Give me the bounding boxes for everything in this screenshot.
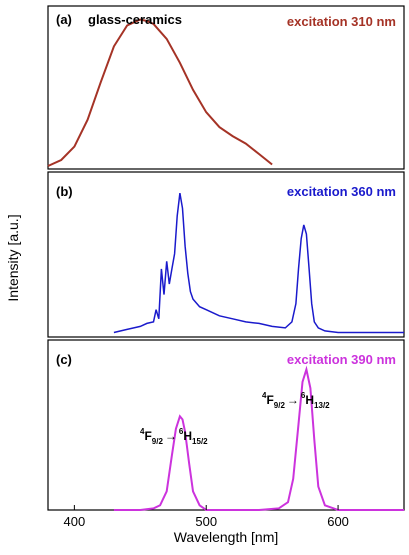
- panel-a-excitation-label: excitation 310 nm: [287, 14, 396, 29]
- panel-c-excitation-label: excitation 390 nm: [287, 352, 396, 367]
- y-axis-label: Intensity [a.u.]: [5, 214, 21, 301]
- series-line-panel-c: [113, 365, 404, 511]
- transition-label-15-2: 4F9/2 → 6H15/2: [140, 427, 208, 446]
- panel-b-label: (b): [56, 184, 73, 199]
- x-tick-label: 400: [64, 514, 86, 529]
- series-line-panel-a: [47, 18, 273, 167]
- panel-b-excitation-label: excitation 360 nm: [287, 184, 396, 199]
- panel-a-label: (a): [56, 12, 72, 27]
- x-axis-label: Wavelength [nm]: [174, 529, 279, 545]
- panel-a-frame: [47, 5, 405, 170]
- transition-label-13-2: 4F9/2 → 6H13/2: [262, 391, 330, 410]
- series-line-panel-b: [113, 192, 404, 334]
- panel-b-frame: [47, 171, 405, 338]
- x-axis-ticks: 400 500 600: [64, 505, 349, 529]
- panel-a-title: glass-ceramics: [88, 12, 182, 27]
- x-tick-label: 500: [195, 514, 217, 529]
- panel-c-label: (c): [56, 352, 72, 367]
- x-tick-label: 600: [327, 514, 349, 529]
